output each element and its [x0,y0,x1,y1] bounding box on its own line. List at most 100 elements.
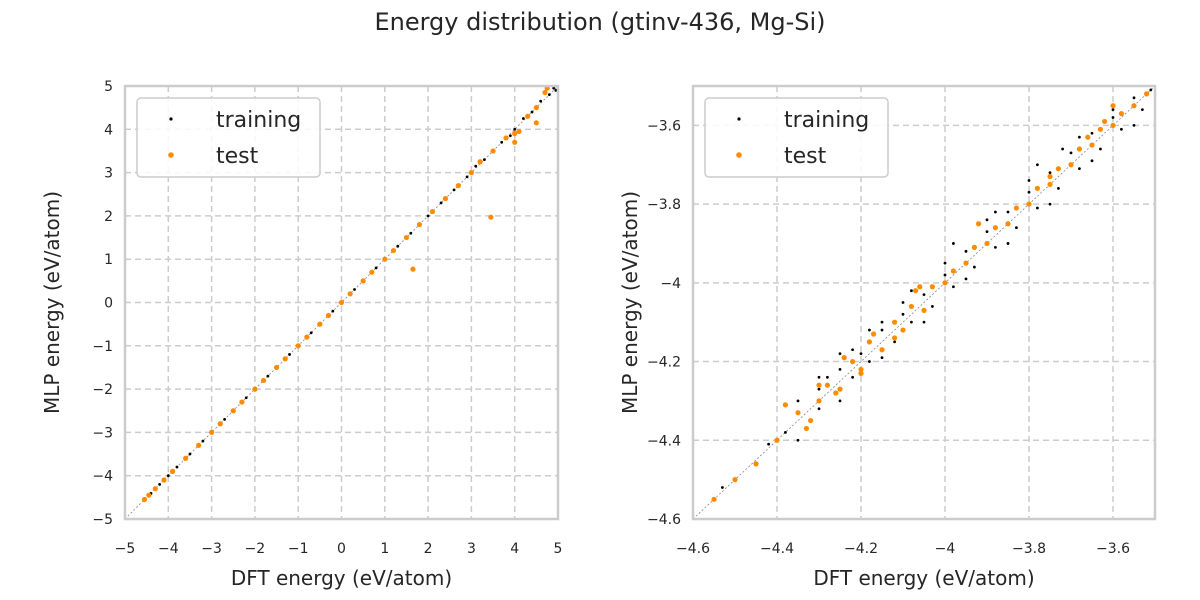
point-training [409,231,413,235]
point-test [146,492,152,498]
point-test [317,321,323,327]
point-training [880,356,884,360]
figure-title: Energy distribution (gtinv-436, Mg-Si) [374,8,826,36]
point-training [994,245,997,249]
point-training [539,99,543,103]
point-training [1090,131,1094,135]
point-test [850,358,856,365]
point-test [803,425,810,432]
legend-marker-training [737,117,741,121]
point-training [1036,163,1039,167]
point-test [1085,134,1091,140]
y-tick-label: −1 [92,339,113,355]
point-training [826,375,829,379]
point-test [917,284,923,290]
point-training [964,277,968,281]
point-test [369,269,375,275]
point-training [943,261,947,265]
point-test [1118,110,1124,117]
y-tick-label: −2 [92,382,113,398]
point-test [900,327,906,333]
point-test [976,221,982,227]
point-training [331,309,335,313]
x-tick-label: 2 [424,541,433,557]
point-test [841,355,847,361]
point-test [382,256,388,262]
point-test [503,135,509,141]
diagonal-line [692,85,1156,520]
axes-frame [691,84,1157,521]
y-tick-label: −5 [92,512,113,528]
y-axis-label: MLP energy (eV/atom) [618,191,642,414]
point-test [837,386,843,392]
point-training [922,293,926,297]
point-test [455,182,462,189]
point-test [161,477,167,483]
point-test [542,89,548,96]
axes-frame [123,84,560,521]
point-test [325,312,332,319]
point-test [360,278,366,284]
point-training [1078,167,1081,171]
point-test [808,417,814,424]
point-training [952,285,955,289]
point-test [753,461,759,467]
point-test [477,159,483,165]
point-test [260,377,267,384]
point-training [288,353,291,356]
point-training [1069,151,1073,155]
point-training [530,110,534,114]
point-test [141,496,148,503]
point-training [721,486,724,489]
point-test [971,244,978,250]
point-test [410,266,416,272]
point-test [183,455,189,461]
point-test [403,234,410,241]
point-test [488,214,494,220]
point-test [230,408,236,414]
legend-label-test: test [216,144,259,169]
y-tick-label: −4.2 [647,355,681,371]
point-training [910,320,913,324]
point-training [1036,206,1039,210]
point-test [1110,122,1116,128]
point-training [964,249,968,253]
y-tick-label: 4 [104,122,113,138]
point-test [1097,126,1103,132]
point-training [374,266,378,270]
point-test [1068,162,1074,168]
point-training [952,242,955,245]
point-training [838,368,842,371]
point-test [525,113,531,119]
point-test [239,399,245,405]
point-test [468,170,474,176]
x-tick-label: −4.2 [844,541,878,557]
y-tick-label: 2 [104,209,113,225]
point-training [838,399,842,403]
point-training [1141,108,1144,112]
point-training [880,328,884,332]
y-tick-label: −4.4 [647,433,681,449]
x-tick-label: −3.6 [1096,541,1130,557]
point-training [188,452,192,456]
y-tick-label: −4.6 [647,512,681,528]
point-test [833,390,839,396]
point-training [1120,127,1123,131]
point-training [922,320,926,324]
point-training [1099,147,1102,151]
point-training [868,328,871,332]
point-training [474,164,478,168]
point-test [1089,142,1095,148]
point-test [1026,201,1032,207]
legend: training test [136,97,321,178]
point-training [158,482,162,486]
point-test [816,382,822,388]
point-training [1090,159,1094,163]
legend-box [136,97,321,178]
point-test [282,356,288,362]
point-training [452,188,456,192]
point-training [353,288,356,291]
x-tick-label: −4.4 [760,541,794,557]
point-test [913,288,919,294]
